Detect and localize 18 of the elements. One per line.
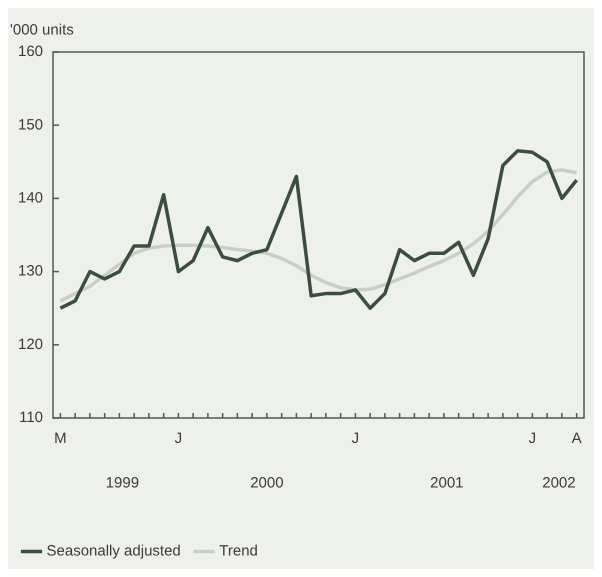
y-tick-label: 110 bbox=[19, 409, 44, 426]
legend-label: Trend bbox=[219, 542, 258, 560]
y-tick-label: 160 bbox=[18, 43, 44, 60]
text: 2001 bbox=[430, 474, 464, 492]
y-tick-label: 130 bbox=[18, 262, 44, 280]
y-tick-label: 120 bbox=[18, 336, 44, 353]
x-tick-label: J bbox=[528, 430, 536, 448]
text: 2000 bbox=[250, 474, 284, 492]
x-tick-label: J bbox=[352, 430, 360, 448]
legend-label: Seasonally adjusted bbox=[46, 542, 181, 560]
text: 1999 bbox=[106, 474, 140, 492]
text: 2002 bbox=[542, 474, 576, 492]
x-tick-label: A bbox=[572, 430, 582, 448]
x-tick-label: M bbox=[54, 430, 67, 448]
y-tick-label: 150 bbox=[18, 116, 44, 134]
x-tick-label: J bbox=[174, 430, 182, 448]
y-tick-label: 140 bbox=[18, 190, 44, 207]
y-axis-title: '000 units bbox=[10, 22, 74, 39]
